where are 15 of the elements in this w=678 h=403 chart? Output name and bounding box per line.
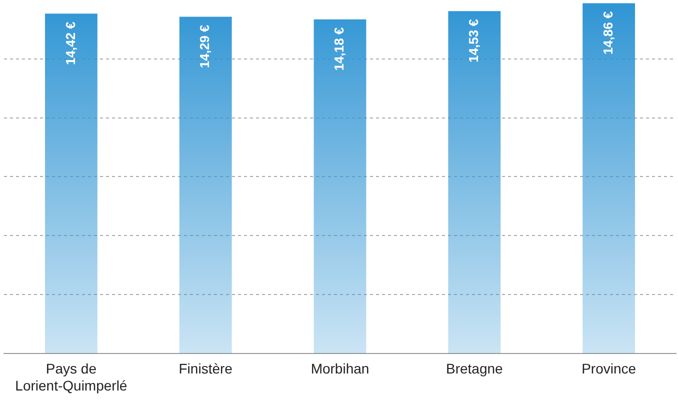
data-label: 14,29 € bbox=[197, 24, 212, 68]
x-tick-label: Province bbox=[582, 360, 636, 377]
data-label: 14,18 € bbox=[332, 27, 347, 71]
x-tick-label: Bretagne bbox=[446, 360, 504, 377]
data-label: 14,53 € bbox=[466, 19, 481, 62]
x-tick-label: Finistère bbox=[178, 360, 233, 377]
bar bbox=[179, 16, 232, 354]
bar bbox=[582, 3, 636, 354]
data-label: 14,42 € bbox=[62, 22, 78, 66]
bar bbox=[44, 14, 98, 354]
x-tick-label: Pays de Lorient-Quimperlé bbox=[15, 360, 128, 394]
x-tick-label: Morbihan bbox=[310, 360, 370, 377]
bar bbox=[314, 19, 366, 354]
bar bbox=[448, 11, 501, 354]
data-label: 14,86 € bbox=[600, 11, 616, 55]
